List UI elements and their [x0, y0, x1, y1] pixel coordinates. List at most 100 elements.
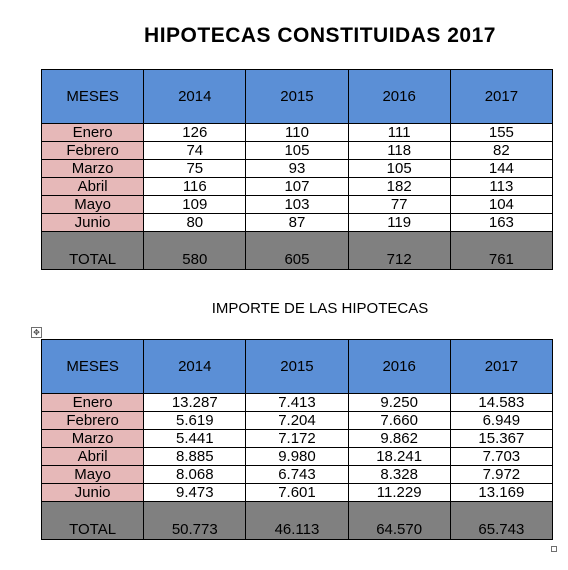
- table-row: Junio 9.473 7.601 11.229 13.169: [40, 483, 554, 502]
- value-cell: 155: [449, 123, 554, 142]
- table-row: Enero 13.287 7.413 9.250 14.583: [40, 393, 554, 412]
- total-cell: 65.743: [449, 501, 554, 540]
- month-cell: Enero: [40, 123, 145, 142]
- value-cell: 5.619: [143, 411, 247, 430]
- value-cell: 163: [449, 213, 554, 232]
- value-cell: 182: [347, 177, 451, 196]
- table-row: Febrero 5.619 7.204 7.660 6.949: [40, 411, 554, 430]
- value-cell: 109: [143, 195, 247, 214]
- month-cell: Febrero: [40, 141, 145, 160]
- total-row: TOTAL 50.773 46.113 64.570 65.743: [40, 501, 554, 540]
- value-cell: 107: [245, 177, 349, 196]
- header-cell: 2017: [449, 339, 554, 394]
- header-cell: 2014: [143, 69, 247, 124]
- total-row: TOTAL 580 605 712 761: [40, 231, 554, 270]
- value-cell: 5.441: [143, 429, 247, 448]
- total-label: TOTAL: [40, 231, 145, 270]
- month-cell: Marzo: [40, 159, 145, 178]
- month-cell: Mayo: [40, 195, 145, 214]
- value-cell: 144: [449, 159, 554, 178]
- total-cell: 712: [347, 231, 451, 270]
- value-cell: 7.413: [245, 393, 349, 412]
- value-cell: 7.601: [245, 483, 349, 502]
- month-cell: Enero: [40, 393, 145, 412]
- header-cell: 2015: [245, 339, 349, 394]
- header-cell: 2014: [143, 339, 247, 394]
- value-cell: 77: [347, 195, 451, 214]
- value-cell: 75: [143, 159, 247, 178]
- table-row: Mayo 109 103 77 104: [40, 195, 554, 214]
- value-cell: 118: [347, 141, 451, 160]
- total-cell: 580: [143, 231, 247, 270]
- value-cell: 103: [245, 195, 349, 214]
- move-handle-icon[interactable]: ✥: [31, 327, 42, 338]
- month-cell: Abril: [40, 447, 145, 466]
- section-subtitle: IMPORTE DE LAS HIPOTECAS: [211, 300, 429, 317]
- table-row: Abril 116 107 182 113: [40, 177, 554, 196]
- value-cell: 6.949: [449, 411, 554, 430]
- value-cell: 9.250: [347, 393, 451, 412]
- table-row: Abril 8.885 9.980 18.241 7.703: [40, 447, 554, 466]
- mortgage-amount-table: MESES 2014 2015 2016 2017 Enero 13.287 7…: [40, 339, 554, 540]
- month-cell: Mayo: [40, 465, 145, 484]
- value-cell: 7.660: [347, 411, 451, 430]
- value-cell: 6.743: [245, 465, 349, 484]
- table-row: Junio 80 87 119 163: [40, 213, 554, 232]
- document-title: HIPOTECAS CONSTITUIDAS 2017: [144, 24, 496, 47]
- value-cell: 82: [449, 141, 554, 160]
- header-cell: 2015: [245, 69, 349, 124]
- value-cell: 13.287: [143, 393, 247, 412]
- month-cell: Abril: [40, 177, 145, 196]
- table-row: Marzo 5.441 7.172 9.862 15.367: [40, 429, 554, 448]
- header-cell: 2017: [449, 69, 554, 124]
- value-cell: 8.885: [143, 447, 247, 466]
- value-cell: 9.862: [347, 429, 451, 448]
- value-cell: 104: [449, 195, 554, 214]
- value-cell: 111: [347, 123, 451, 142]
- value-cell: 9.473: [143, 483, 247, 502]
- total-cell: 605: [245, 231, 349, 270]
- total-cell: 64.570: [347, 501, 451, 540]
- value-cell: 93: [245, 159, 349, 178]
- value-cell: 7.172: [245, 429, 349, 448]
- resize-handle-icon[interactable]: [551, 546, 557, 552]
- month-cell: Marzo: [40, 429, 145, 448]
- month-cell: Junio: [40, 483, 145, 502]
- header-cell: 2016: [347, 339, 451, 394]
- month-cell: Junio: [40, 213, 145, 232]
- value-cell: 15.367: [449, 429, 554, 448]
- value-cell: 14.583: [449, 393, 554, 412]
- table-header-row: MESES 2014 2015 2016 2017: [40, 69, 554, 124]
- value-cell: 7.703: [449, 447, 554, 466]
- table-row: Marzo 75 93 105 144: [40, 159, 554, 178]
- value-cell: 119: [347, 213, 451, 232]
- value-cell: 11.229: [347, 483, 451, 502]
- value-cell: 113: [449, 177, 554, 196]
- total-label: TOTAL: [40, 501, 145, 540]
- table-row: Mayo 8.068 6.743 8.328 7.972: [40, 465, 554, 484]
- table-row: Enero 126 110 111 155: [40, 123, 554, 142]
- value-cell: 13.169: [449, 483, 554, 502]
- total-cell: 761: [449, 231, 554, 270]
- total-cell: 46.113: [245, 501, 349, 540]
- value-cell: 105: [347, 159, 451, 178]
- month-cell: Febrero: [40, 411, 145, 430]
- value-cell: 9.980: [245, 447, 349, 466]
- value-cell: 74: [143, 141, 247, 160]
- value-cell: 87: [245, 213, 349, 232]
- total-cell: 50.773: [143, 501, 247, 540]
- table-row: Febrero 74 105 118 82: [40, 141, 554, 160]
- value-cell: 80: [143, 213, 247, 232]
- header-cell: 2016: [347, 69, 451, 124]
- table-header-row: MESES 2014 2015 2016 2017: [40, 339, 554, 394]
- value-cell: 18.241: [347, 447, 451, 466]
- value-cell: 8.328: [347, 465, 451, 484]
- value-cell: 105: [245, 141, 349, 160]
- header-cell: MESES: [40, 69, 145, 124]
- value-cell: 7.204: [245, 411, 349, 430]
- value-cell: 110: [245, 123, 349, 142]
- value-cell: 7.972: [449, 465, 554, 484]
- header-cell: MESES: [40, 339, 145, 394]
- value-cell: 116: [143, 177, 247, 196]
- value-cell: 8.068: [143, 465, 247, 484]
